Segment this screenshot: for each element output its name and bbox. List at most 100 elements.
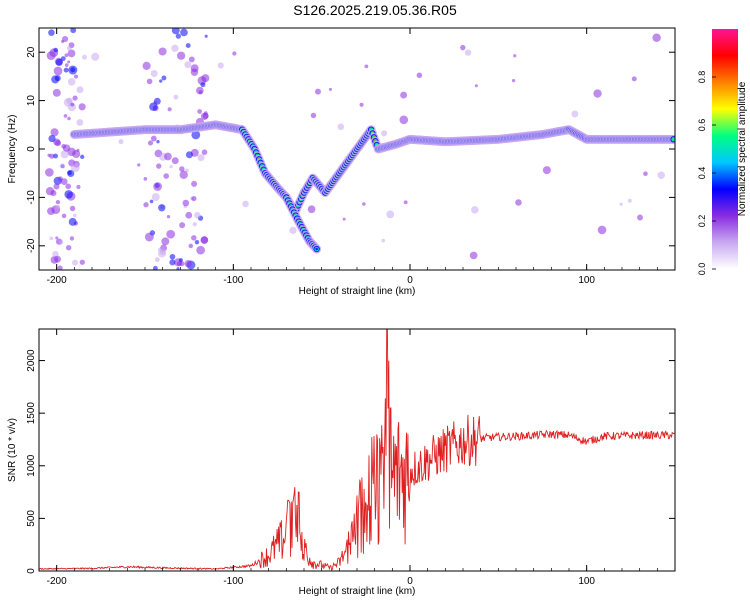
spectrogram-noise-blob xyxy=(150,135,157,142)
spectrogram-noise-blob xyxy=(69,236,75,241)
spectrogram-noise-blob xyxy=(381,130,388,137)
spectrogram-noise-blob xyxy=(191,195,197,202)
spectrogram-noise-blob xyxy=(178,258,183,263)
spectrogram-x-tick-label: -200 xyxy=(47,275,67,286)
spectrogram-noise-blob xyxy=(460,44,466,51)
spectrogram-noise-blob xyxy=(67,78,76,86)
spectrogram-noise-blob xyxy=(158,204,166,212)
spectrogram-noise-blob xyxy=(159,79,163,83)
spectrogram-noise-blob xyxy=(652,33,661,42)
spectrogram-noise-blob xyxy=(45,168,54,177)
spectrogram-noise-blob xyxy=(511,78,516,83)
spectrogram-noise-blob xyxy=(166,229,176,239)
colorbar-tick-label: 0.0 xyxy=(697,263,707,276)
spectrogram-noise-blob xyxy=(50,128,59,137)
spectrogram-noise-blob xyxy=(184,61,192,69)
spectrogram-noise-blob xyxy=(67,116,71,121)
spectrogram-noise-blob xyxy=(400,91,408,99)
spectrogram-noise-blob xyxy=(200,236,209,244)
colorbar: 0.0 0.2 0.4 0.6 0.8 Normalized spectral ampl… xyxy=(697,29,748,275)
colorbar-tick-label: 0.6 xyxy=(697,119,707,132)
spectrogram-noise-blob xyxy=(337,123,345,131)
spectrogram-noise-blob xyxy=(163,173,169,179)
spectrogram-noise-blob xyxy=(55,58,63,66)
spectrogram-noise-blob xyxy=(179,166,185,172)
spectrogram-noise-blob xyxy=(63,67,69,73)
spectrogram-noise-blob xyxy=(48,134,56,143)
spectrogram-noise-blob xyxy=(542,166,551,175)
spectrogram-noise-blob xyxy=(70,102,75,107)
spectrogram-noise-blob xyxy=(194,211,201,219)
snr-x-tick-label: -100 xyxy=(223,576,243,587)
spectrogram-noise-blob xyxy=(643,171,648,177)
spectrogram-noise-blob xyxy=(54,140,62,147)
spectrogram-noise-blob xyxy=(67,49,76,58)
snr-y-tick-label: 0 xyxy=(26,568,37,574)
spectrogram-x-tick-label: -100 xyxy=(223,275,243,286)
spectrogram-y-tick-label: 20 xyxy=(26,46,37,58)
spectrogram-noise-blob xyxy=(55,199,61,205)
spectrogram-noise-blob xyxy=(53,66,63,76)
spectrogram-noise-blob xyxy=(149,102,158,111)
snr-y-tick-label: 1500 xyxy=(26,402,37,425)
spectrogram-noise-blob xyxy=(204,34,208,38)
spectrogram-noise-blob xyxy=(159,248,166,255)
spectrogram-noise-blob xyxy=(53,183,60,190)
spectrogram-noise-blob xyxy=(142,61,151,70)
spectrogram-noise-blob xyxy=(416,72,423,79)
snr-y-ticks: 0 500 1000 1500 2000 xyxy=(26,349,675,574)
colorbar-label: Normalized spectral amplitude xyxy=(737,81,748,216)
spectrogram-noise-blob xyxy=(150,70,158,78)
spectrogram-noise-blob xyxy=(179,170,188,180)
spectrogram-noise-blob xyxy=(169,165,173,169)
snr-y-tick-label: 500 xyxy=(26,510,37,527)
spectrogram-noise-blob xyxy=(76,119,84,126)
spectrogram-noise-blob xyxy=(153,100,158,105)
colorbar-ticks: 0.0 0.2 0.4 0.6 0.8 xyxy=(697,71,716,276)
spectrogram-noise-blob xyxy=(184,259,192,268)
spectrogram-noise-blob xyxy=(146,78,153,85)
spectrogram-noise-blob xyxy=(52,250,59,258)
spectrogram-noise-blob xyxy=(403,200,408,205)
spectrogram-noise-blob xyxy=(76,148,80,152)
spectrogram-ridge xyxy=(69,120,675,254)
spectrogram-noise-blob xyxy=(152,265,158,270)
spectrogram-noise-blob xyxy=(54,75,61,82)
spectrogram-noise-blob xyxy=(232,51,237,56)
spectrogram-noise-blob xyxy=(359,102,364,107)
spectrogram-y-label: Frequency (Hz) xyxy=(7,115,18,184)
spectrogram-noise-blob xyxy=(53,153,58,159)
spectrogram-noise-blob xyxy=(167,107,172,112)
spectrogram-noise-blob xyxy=(52,88,61,97)
spectrogram-noise-blob xyxy=(571,110,579,118)
spectrogram-noise-blob xyxy=(80,154,85,160)
spectrogram-x-tick-label: 100 xyxy=(578,275,595,286)
spectrogram-noise-blob xyxy=(169,253,176,260)
spectrogram-noise-blob xyxy=(185,43,191,48)
colorbar-tick-label: 0.2 xyxy=(697,215,707,228)
spectrogram-noise-blob xyxy=(59,163,65,169)
spectrogram-noise-blob xyxy=(73,74,79,79)
spectrogram-noise-blob xyxy=(188,243,194,249)
spectrogram-noise-blob xyxy=(70,28,77,34)
spectrogram-noise-blob xyxy=(59,240,64,245)
snr-x-tick-label: -200 xyxy=(47,576,67,587)
spectrogram-noise-blob xyxy=(182,199,190,207)
spectrogram-noise-blob xyxy=(176,267,180,270)
spectrogram-noise-blob xyxy=(53,47,59,53)
spectrogram-x-ticks: -200 -100 0 100 xyxy=(38,28,676,286)
spectrogram-noise-blob xyxy=(190,64,199,73)
spectrogram-noise-blob xyxy=(63,97,73,107)
spectrogram-noise-blob xyxy=(513,54,517,58)
snr-x-tick-label: 100 xyxy=(578,576,595,587)
spectrogram-noise-blob xyxy=(194,239,200,245)
snr-y-tick-label: 1000 xyxy=(26,454,37,477)
spectrogram-noise-blob xyxy=(70,163,80,173)
snr-y-label: SNR (10 * v/v) xyxy=(7,418,18,482)
spectrogram-noise-blob xyxy=(171,44,179,52)
spectrogram-noise-blob xyxy=(197,109,202,114)
spectrogram-noise-blob xyxy=(202,112,209,119)
spectrogram-noise-blob xyxy=(66,45,72,51)
spectrogram-noise-blob xyxy=(49,236,54,241)
